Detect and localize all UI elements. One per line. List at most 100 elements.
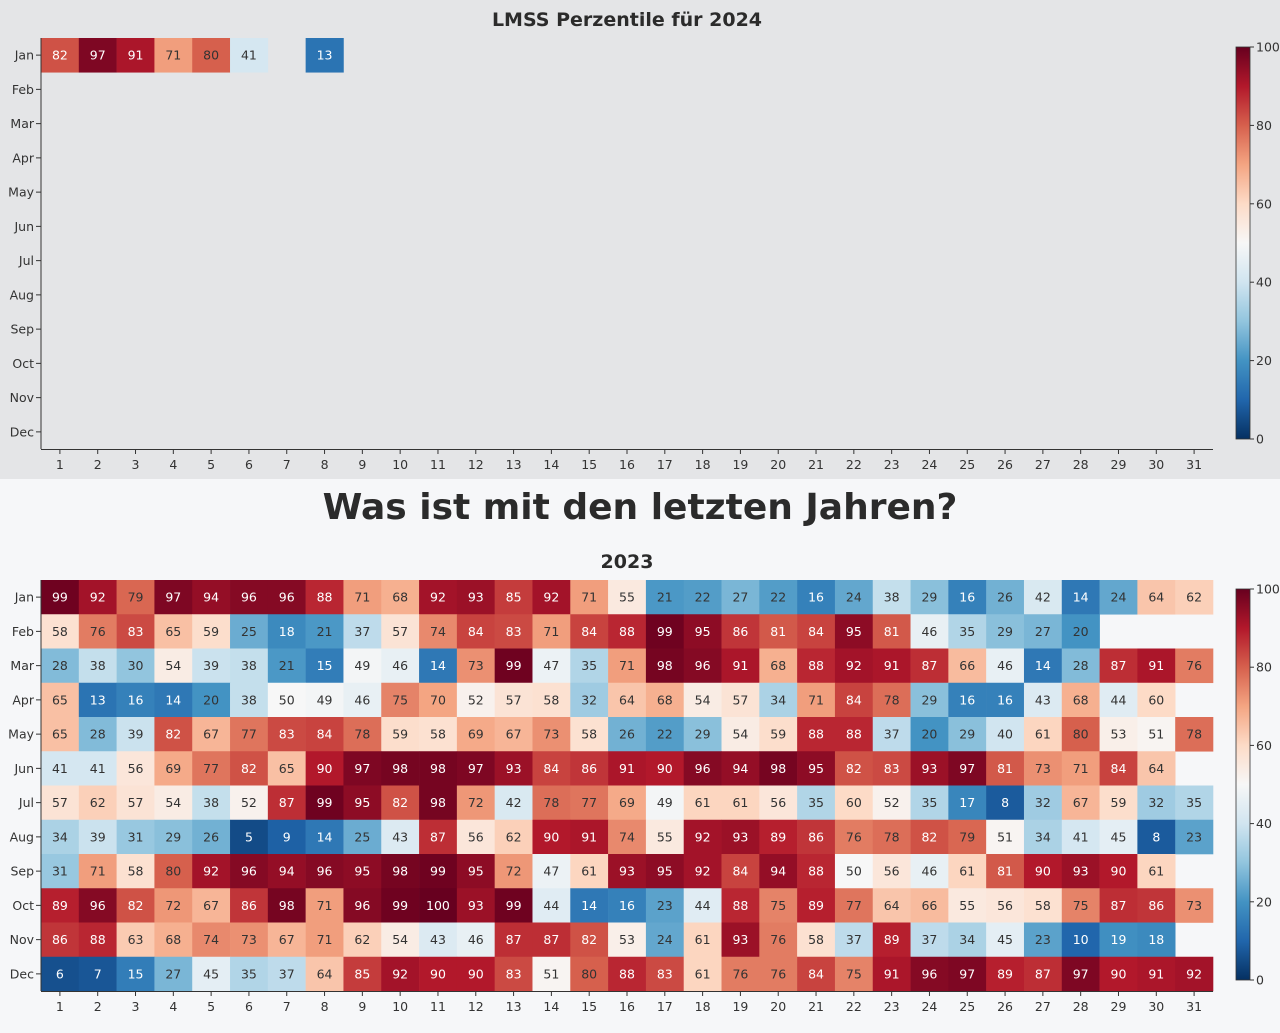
chart2023-cell [456,580,495,615]
chart2023-cell [570,717,609,752]
chart2023-cell-label: 92 [695,829,711,844]
chart2023-cell [41,682,80,718]
chart2023-cell [645,648,685,684]
chart2023-cell [1061,717,1100,752]
chart2023-cell-label: 49 [657,795,673,810]
chart2023-y-tick-label: Feb [12,624,34,639]
chart2023-cell [456,888,495,923]
chart2023-cell [381,854,420,889]
chart2023-cell-label: 62 [506,829,522,844]
chart2023-x-tick-label: 25 [959,999,975,1014]
chart2024-y-tick-label: Nov [10,390,35,405]
chart2023-cell-label: 91 [1148,658,1164,673]
chart2023-cell [986,648,1025,684]
chart2024-y-tick-label: Jul [18,253,34,268]
chart2023-cell-label: 25 [354,829,370,844]
chart2023-cell [1061,682,1100,718]
chart2023-cell-label: 24 [1111,590,1127,605]
chart2024-x-tick-label: 3 [132,457,140,472]
chart2023-cell-label: 28 [90,727,106,742]
chart2023-cell-label: 27 [732,590,748,605]
chart2023-cell-label: 89 [997,966,1013,981]
chart2023-cell-label: 31 [128,829,144,844]
chart2023-cell-label: 69 [468,727,484,742]
chart2023-cell-label: 64 [1148,590,1164,605]
chart2023-cell [910,751,949,786]
chart2023-cell-label: 37 [921,932,937,947]
chart2023-cell-label: 62 [90,795,106,810]
chart2023-cell [381,580,420,615]
chart2023-cell [721,888,760,923]
chart2023-x-tick-label: 11 [430,999,446,1014]
chart2023-cell [797,819,836,855]
chart2023-cell [948,682,987,718]
chart2024-x-tick-label: 17 [657,457,673,472]
chart2023-cell-label: 25 [241,624,257,639]
chart2023-cell-label: 97 [468,761,484,776]
chart2024-x-tick-label: 12 [468,457,484,472]
chart2023-cell [1175,648,1214,684]
chart2023-x-tick-label: 17 [657,999,673,1014]
chart2023-cell [570,922,609,958]
chart2023-cell-label: 78 [1186,727,1202,742]
chart2023-cell-label: 83 [657,966,673,981]
chart2023-cell-label: 27 [165,966,181,981]
chart2023-cell [456,922,495,958]
chart2023-cell [948,648,987,684]
chart2023-cell [1023,819,1063,855]
chart2024-cell [230,38,269,73]
chart2023-cell-label: 10 [1073,932,1089,947]
chart2023-cell-label: 57 [52,795,68,810]
chart2023-cell-label: 46 [921,864,937,879]
chart2023-cell [683,956,722,992]
chart2023-cell-label: 80 [1073,727,1089,742]
chart2023-cell [1023,854,1063,889]
chart2023-colorbar-tick-label: 40 [1256,816,1272,831]
chart2023-cell-label: 71 [581,590,597,605]
chart2024-colorbar-tick-label: 40 [1256,275,1272,290]
chart2023-cell-label: 6 [56,966,64,981]
chart2023-cell [1175,717,1214,752]
chart2023-cell [267,819,306,855]
chart2023-cell [1023,580,1063,615]
chart2023-cell-label: 41 [90,761,106,776]
chart2023-x-tick-label: 13 [506,999,522,1014]
chart2023-cell-label: 97 [1073,966,1089,981]
chart2023-cell [872,580,911,615]
chart2023-cell-label: 61 [1148,864,1164,879]
chart2023-cell [570,751,609,786]
chart2024-x-tick-label: 2 [94,457,102,472]
chart2024-x-tick-label: 29 [1111,457,1127,472]
chart2023-cell-label: 56 [128,761,144,776]
chart2023-cell [986,888,1025,923]
chart2023-cell [343,717,382,752]
chart2023-cell-label: 90 [1111,864,1127,879]
chart2023-cell-label: 7 [94,966,102,981]
chart2023-cell [1099,751,1138,786]
chart2023-cell-label: 87 [1111,658,1127,673]
chart2023-cell-label: 35 [241,966,257,981]
chart2023-cell [494,888,533,923]
chart2023-x-tick-label: 6 [245,999,253,1014]
chart2023-cell [1061,614,1100,649]
chart2023-cell-label: 20 [1073,624,1089,639]
chart2023-cell-label: 34 [770,692,786,707]
chart2023-cell [41,888,80,923]
chart2023-cell [343,819,382,855]
chart2023-cell-label: 68 [165,932,181,947]
chart2023-cell [230,717,269,752]
chart2023-cell [721,854,760,889]
chart2023-cell-label: 22 [657,727,673,742]
chart2023-cell-label: 22 [770,590,786,605]
chart2023-cell [267,854,306,889]
chart2023-cell [154,888,193,923]
chart2023-cell-label: 88 [619,966,635,981]
chart2023-cell-label: 72 [468,795,484,810]
chart2023-cell [192,922,231,958]
chart2023-cell-label: 64 [619,692,635,707]
chart2023-cell [154,751,193,786]
chart2023-cell [872,751,911,786]
chart2023-cell-label: 62 [1186,590,1202,605]
chart2023-cell-label: 39 [128,727,144,742]
chart2023-cell-label: 74 [619,829,635,844]
